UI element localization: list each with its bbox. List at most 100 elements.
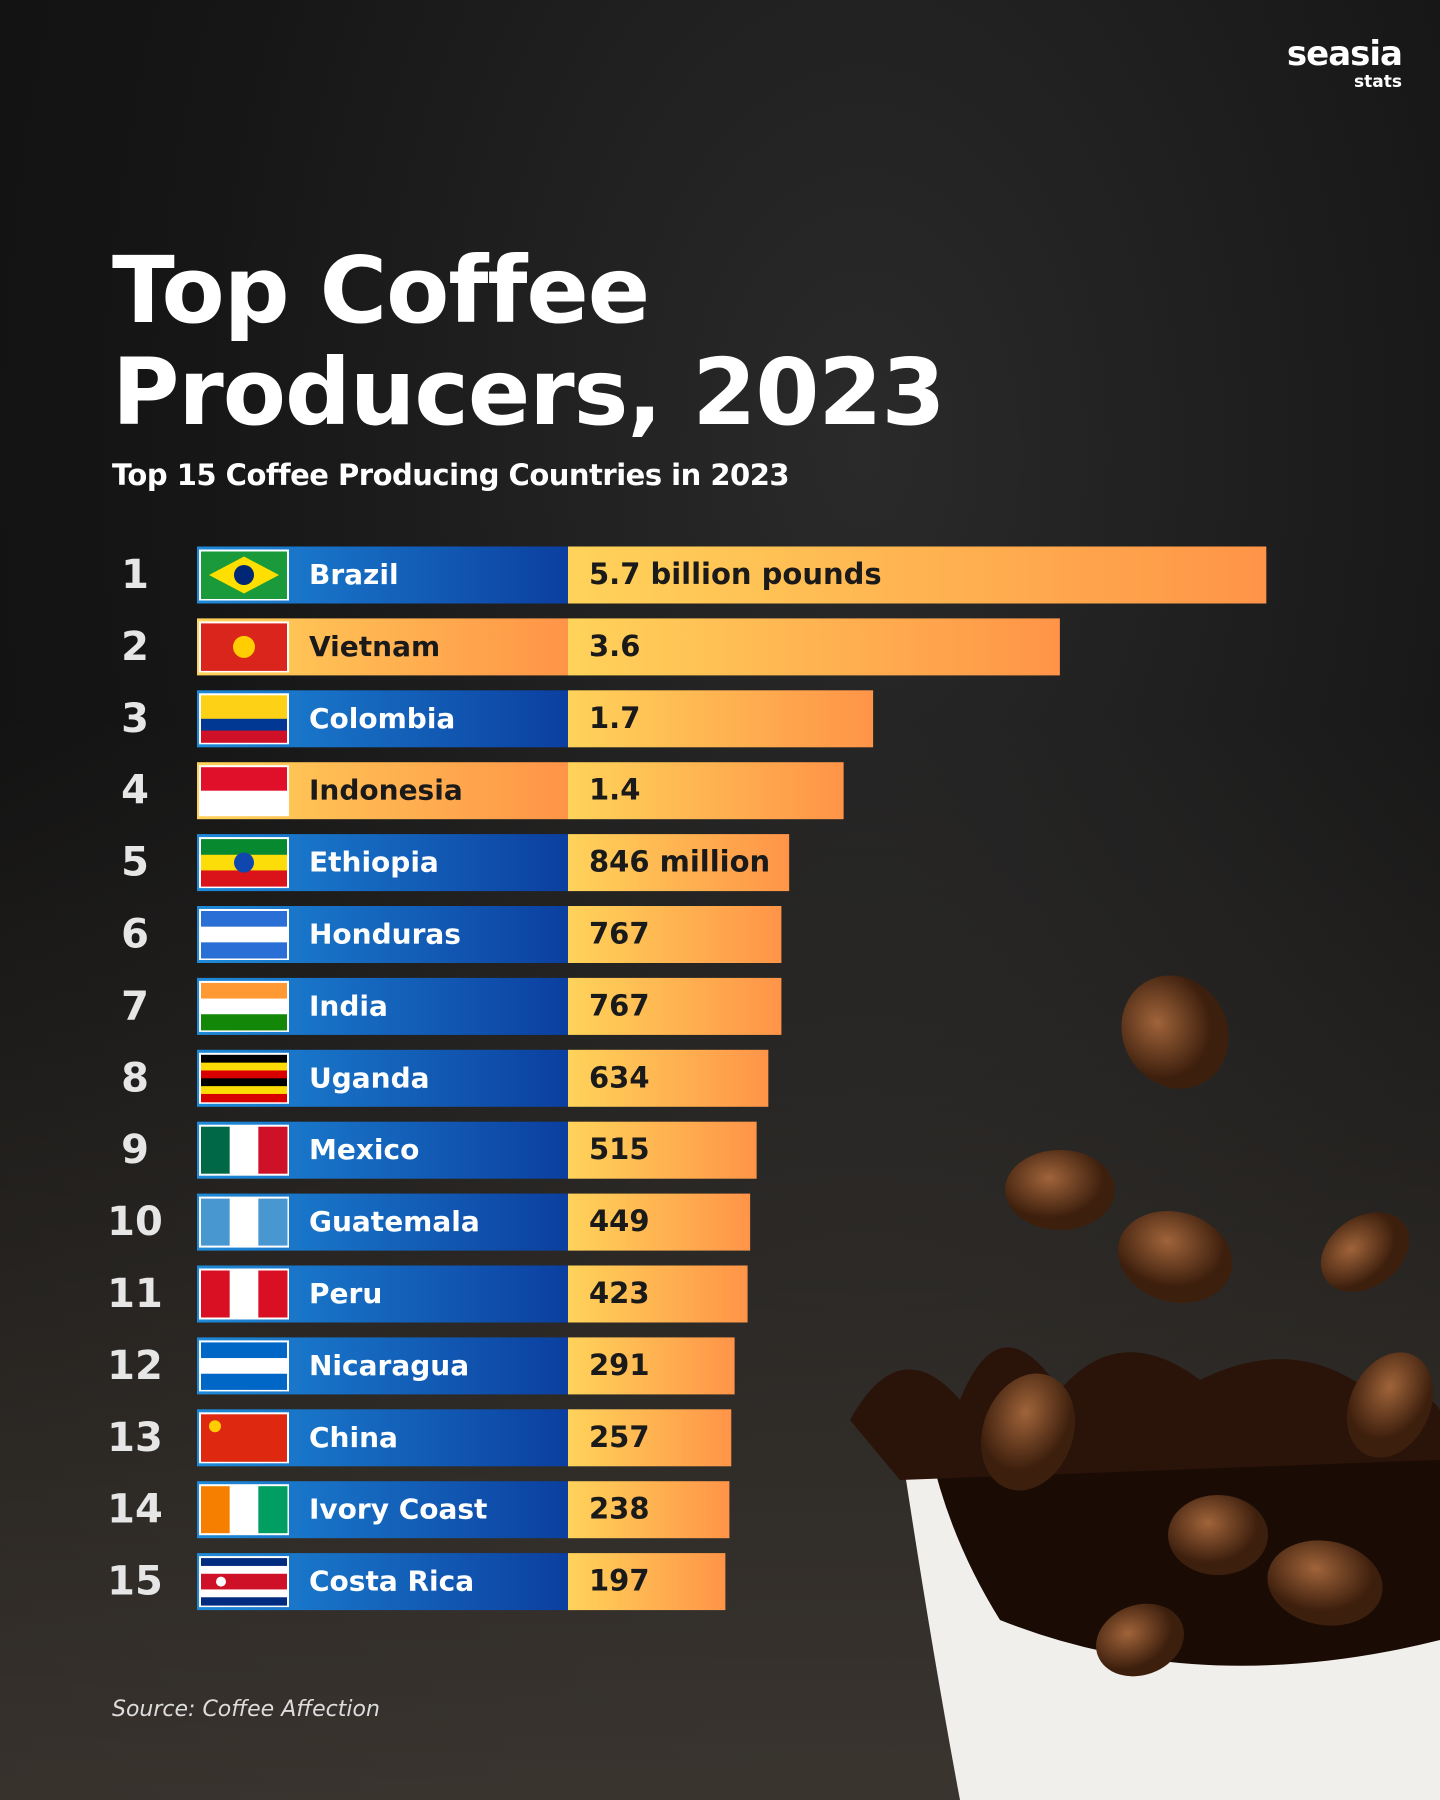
rank-label: 5 — [121, 840, 149, 886]
flag-stripe — [258, 1126, 288, 1174]
rank-label: 1 — [121, 552, 149, 598]
rank-label: 12 — [107, 1343, 163, 1389]
flag-stripe — [201, 790, 287, 815]
flag-stripe — [201, 911, 287, 928]
bar — [568, 977, 782, 1035]
value-label: 291 — [589, 1348, 650, 1382]
bar — [568, 1553, 726, 1611]
bar — [568, 1409, 732, 1467]
flag-stripe — [201, 1581, 287, 1590]
flag-stripe — [258, 1270, 288, 1318]
chart-title: Top Coffee Producers, 2023 — [112, 237, 945, 446]
category-label: Guatemala — [309, 1205, 480, 1238]
rank-label: 9 — [121, 1127, 149, 1173]
flag-stripe — [201, 1597, 287, 1606]
category-label: China — [309, 1421, 398, 1454]
rank-label: 11 — [107, 1271, 163, 1317]
category-label: Colombia — [309, 702, 455, 735]
brand-logo: seasia — [1286, 34, 1403, 74]
flag-stripe — [201, 1062, 287, 1071]
flag-stripe — [201, 730, 287, 743]
bar — [568, 1481, 730, 1539]
flag-stripe — [201, 1014, 287, 1031]
value-label: 767 — [589, 917, 650, 951]
flag-stripe — [258, 1486, 288, 1534]
value-label: 515 — [589, 1132, 650, 1166]
category-label: Mexico — [309, 1133, 419, 1166]
value-label: 238 — [589, 1492, 650, 1526]
flag-stripe — [201, 1342, 287, 1359]
flag-stripe — [201, 767, 287, 792]
flag-emblem — [234, 565, 254, 585]
category-label: Nicaragua — [309, 1349, 469, 1382]
bar — [568, 618, 1060, 676]
flag-stripe — [258, 1198, 288, 1246]
value-label: 423 — [589, 1276, 650, 1310]
flag-stripe — [201, 1070, 287, 1079]
rank-label: 15 — [107, 1559, 163, 1605]
value-label: 767 — [589, 988, 650, 1022]
bar — [568, 1049, 769, 1107]
source-note: Source: Coffee Affection — [112, 1697, 380, 1722]
category-label: Costa Rica — [309, 1565, 474, 1598]
bar — [568, 690, 874, 748]
value-label: 846 million — [589, 845, 770, 879]
flag-stripe — [201, 718, 287, 732]
flag-emblem — [216, 1576, 226, 1587]
flag-stripe — [201, 1126, 231, 1174]
brand-tagline: stats — [1354, 72, 1402, 92]
chart-subtitle: Top 15 Coffee Producing Countries in 202… — [112, 458, 790, 492]
bar — [568, 762, 844, 820]
flag-stripe — [201, 1078, 287, 1087]
category-label: Vietnam — [309, 630, 440, 663]
flag-stripe — [229, 1198, 259, 1246]
flag-stripe — [201, 695, 287, 708]
flag-stripe — [201, 1573, 287, 1583]
rank-label: 6 — [121, 912, 149, 958]
value-label: 634 — [589, 1060, 650, 1094]
flag-stripe — [201, 1270, 231, 1318]
flag-stripe — [201, 707, 287, 720]
flag-stripe — [201, 1358, 287, 1375]
flag-stripe — [201, 1486, 231, 1534]
flag-stripe — [201, 1589, 287, 1598]
flag-stripe — [201, 982, 287, 1000]
value-label: 257 — [589, 1420, 650, 1454]
flag-stripe — [229, 1126, 259, 1174]
flag-stripe — [201, 998, 287, 1015]
coffee-decoration — [850, 975, 1440, 1800]
rank-label: 2 — [121, 624, 149, 670]
category-label: Uganda — [309, 1061, 430, 1094]
flag-stripe — [201, 870, 287, 887]
flag-emblem — [234, 852, 254, 873]
category-label: Ivory Coast — [309, 1493, 487, 1526]
bar — [568, 1121, 757, 1179]
rank-label: 10 — [107, 1199, 163, 1245]
category-label: India — [309, 989, 388, 1022]
category-label: Brazil — [309, 558, 399, 591]
flag-stripe — [201, 1054, 287, 1064]
value-label: 449 — [589, 1204, 650, 1238]
flag-stripe — [229, 1486, 259, 1534]
rank-label: 13 — [107, 1415, 163, 1461]
value-label: 197 — [589, 1564, 650, 1598]
rank-label: 7 — [121, 983, 149, 1029]
value-label: 1.7 — [589, 701, 640, 735]
value-label: 3.6 — [589, 629, 640, 663]
category-label: Ethiopia — [309, 846, 439, 879]
bar — [568, 1193, 751, 1251]
rank-label: 4 — [121, 768, 149, 814]
value-label: 1.4 — [589, 773, 640, 807]
flag-stripe — [201, 1565, 287, 1575]
bar — [568, 1265, 748, 1323]
category-label: Peru — [309, 1277, 382, 1310]
flag-stripe — [229, 1270, 259, 1318]
flag-stripe — [201, 1093, 287, 1103]
flag-stripe — [201, 1086, 287, 1095]
flag-stripe — [201, 1373, 287, 1390]
flag-emblem — [209, 1420, 221, 1433]
flag-emblem — [233, 635, 255, 658]
rank-label: 14 — [107, 1487, 163, 1533]
